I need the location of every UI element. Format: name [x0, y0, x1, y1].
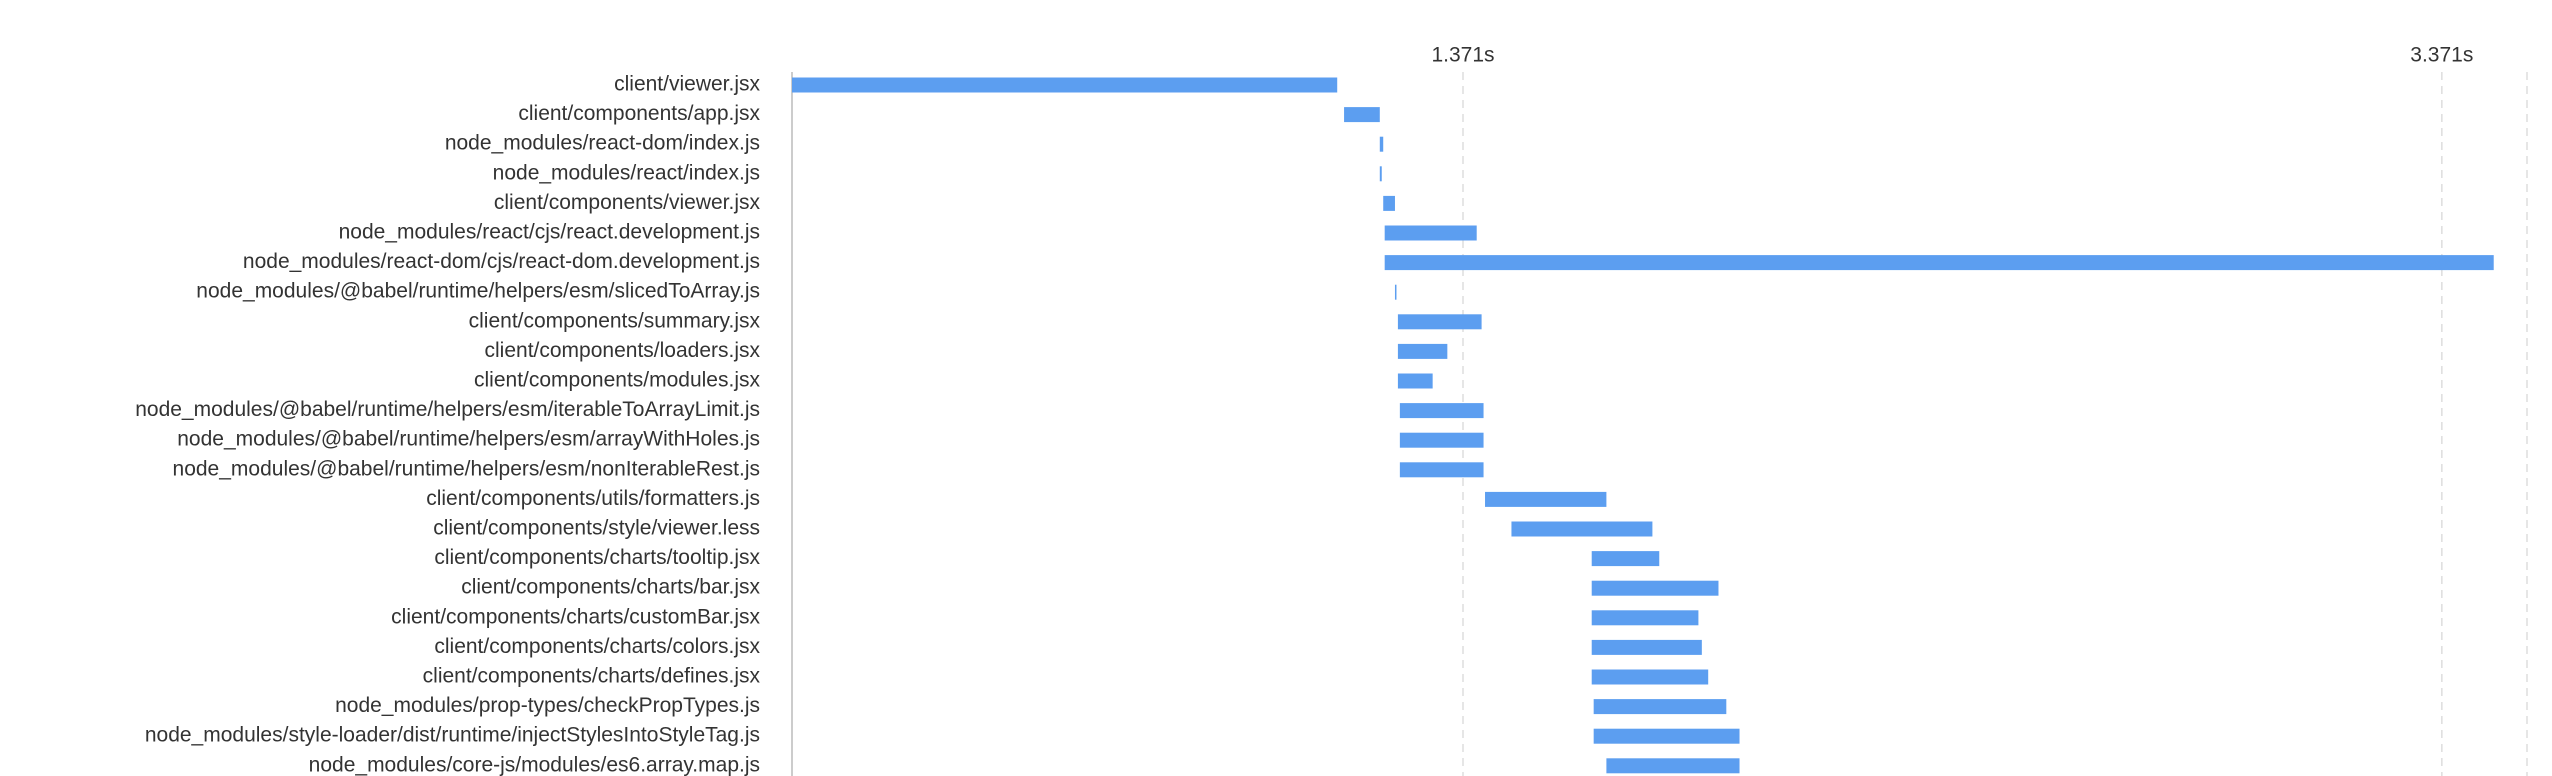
bar — [1591, 610, 1699, 626]
bar — [1379, 166, 1382, 182]
bar — [1511, 521, 1653, 537]
row-label: client/components/utils/formatters.js — [426, 487, 760, 510]
bar — [1399, 462, 1484, 478]
bar — [1383, 195, 1395, 211]
row-label: node_modules/@babel/runtime/helpers/esm/… — [135, 398, 760, 421]
row-label: node_modules/@babel/runtime/helpers/esm/… — [173, 457, 760, 480]
row-label: node_modules/react/index.js — [493, 161, 760, 184]
bar — [1397, 343, 1448, 359]
bar — [1485, 491, 1607, 507]
bar — [1591, 551, 1660, 567]
bar — [792, 77, 1338, 93]
row-label: client/components/modules.jsx — [474, 369, 760, 392]
row-label: node_modules/core-js/modules/es6.array.m… — [309, 753, 760, 776]
bar — [1593, 728, 1740, 744]
bar — [1606, 758, 1740, 774]
bar — [1591, 669, 1709, 685]
row-label: client/components/charts/customBar.jsx — [391, 605, 760, 628]
row-label: node_modules/react-dom/index.js — [445, 132, 760, 155]
row-label: client/components/summary.jsx — [469, 309, 761, 332]
row-label: node_modules/react/cjs/react.development… — [339, 221, 760, 244]
row-label: client/components/loaders.jsx — [485, 339, 761, 362]
row-label: client/components/charts/defines.jsx — [423, 665, 761, 688]
bar — [1397, 314, 1482, 330]
row-label: client/viewer.jsx — [614, 73, 760, 96]
row-label: node_modules/style-loader/dist/runtime/i… — [145, 724, 760, 747]
bar — [1399, 432, 1484, 448]
bar — [1394, 284, 1397, 300]
row-label: client/components/viewer.jsx — [494, 191, 761, 214]
bar — [1384, 225, 1477, 241]
row-label: node_modules/prop-types/checkPropTypes.j… — [335, 694, 760, 717]
x-tick-label: 1.371s — [1431, 44, 1494, 67]
bar — [1593, 699, 1727, 715]
bar — [1399, 403, 1484, 419]
row-label: client/components/charts/tooltip.jsx — [434, 546, 760, 569]
bar — [1344, 107, 1380, 123]
bar — [1591, 639, 1702, 655]
row-label: node_modules/react-dom/cjs/react-dom.dev… — [243, 250, 760, 273]
row-label: node_modules/@babel/runtime/helpers/esm/… — [177, 428, 760, 451]
bar — [1397, 373, 1433, 389]
x-tick-label: 3.371s — [2410, 44, 2473, 67]
row-label: client/components/charts/colors.jsx — [434, 635, 760, 658]
row-label: client/components/charts/bar.jsx — [461, 576, 760, 599]
row-label: client/components/style/viewer.less — [433, 517, 760, 540]
row-label: node_modules/@babel/runtime/helpers/esm/… — [196, 280, 760, 303]
bar — [1591, 580, 1719, 596]
row-label: client/components/app.jsx — [518, 102, 760, 125]
bar — [1384, 255, 2494, 271]
bar — [1379, 136, 1384, 152]
